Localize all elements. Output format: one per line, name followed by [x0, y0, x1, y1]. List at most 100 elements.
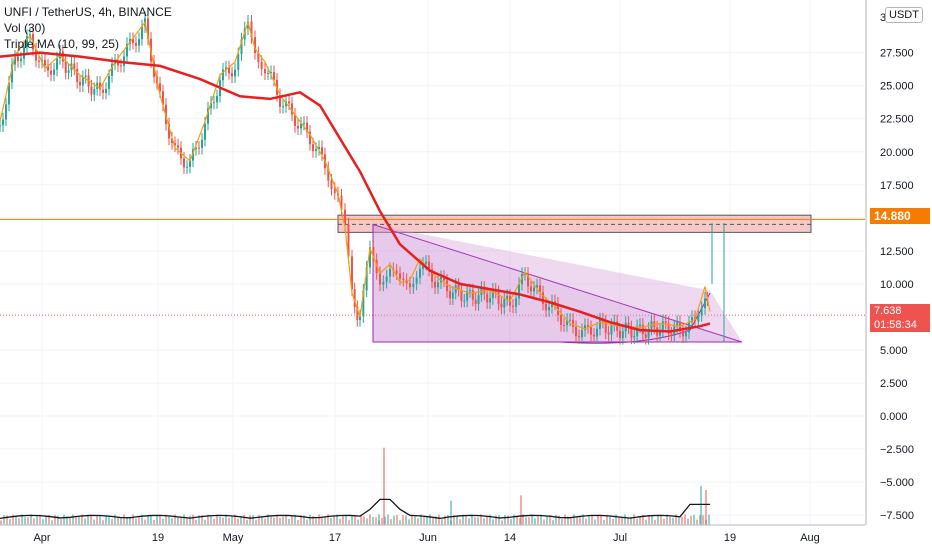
candle-body: [379, 273, 381, 285]
volume-indicator-label[interactable]: Vol (30): [4, 21, 46, 35]
volume-bar: [567, 516, 569, 525]
y-tick-label: 17.500: [880, 180, 914, 192]
candle-body: [563, 324, 565, 326]
candle-body: [545, 303, 547, 311]
volume-bar: [123, 514, 125, 525]
volume-bar: [132, 514, 134, 525]
volume-bar: [162, 518, 164, 525]
volume-bar: [195, 519, 197, 525]
volume-bar: [570, 517, 572, 525]
volume-bar: [183, 514, 185, 525]
candle-body: [569, 319, 571, 321]
volume-bar: [432, 518, 434, 525]
triple-ma-indicator-label[interactable]: Triple MA (10, 99, 25): [4, 37, 119, 51]
candle-body: [228, 67, 230, 74]
candle-body: [474, 299, 477, 305]
candle-body: [177, 145, 179, 148]
candle-body: [457, 284, 460, 290]
candle-body: [382, 281, 385, 285]
volume-spike: [520, 495, 522, 525]
volume-bar: [438, 514, 440, 525]
candle-body: [291, 103, 293, 115]
volume-bar: [435, 516, 437, 525]
volume-bar: [639, 516, 641, 525]
volume-bar: [633, 514, 635, 525]
volume-bar: [273, 517, 275, 525]
candle-body: [604, 321, 607, 333]
candle-body: [213, 102, 215, 104]
candle-body: [347, 224, 350, 257]
volume-bar: [606, 514, 608, 525]
volume-bar: [453, 514, 455, 525]
volume-bar: [555, 514, 557, 525]
volume-bar: [30, 514, 32, 525]
volume-bar: [258, 514, 260, 525]
volume-bar: [363, 516, 365, 525]
candle-body: [67, 70, 70, 73]
volume-bar: [414, 516, 416, 525]
candle-body: [599, 319, 601, 329]
candle-body: [584, 324, 586, 331]
volume-bar: [486, 516, 488, 525]
candle-body: [81, 77, 84, 86]
candle-body: [451, 292, 454, 299]
candle-body: [189, 160, 191, 167]
candle-body: [500, 303, 503, 308]
volume-bar: [165, 514, 167, 525]
candle-body: [542, 292, 544, 304]
candle-body: [153, 61, 155, 77]
volume-bar: [285, 514, 287, 525]
volume-bar: [135, 518, 137, 525]
candle-body: [548, 306, 550, 311]
resistance-zone: [337, 214, 812, 233]
candle-body: [533, 287, 535, 292]
volume-bar: [297, 519, 299, 525]
volume-bar: [681, 516, 683, 525]
candle-body: [527, 273, 529, 287]
volume-bar: [351, 515, 353, 525]
volume-spike: [700, 486, 702, 525]
candle-body: [8, 82, 10, 105]
candle-body: [661, 321, 664, 331]
candle-body: [225, 67, 227, 70]
candle-body: [318, 147, 320, 150]
volume-bar: [474, 517, 476, 525]
candle-body: [596, 328, 598, 337]
volume-bar: [480, 514, 482, 525]
volume-bar: [117, 516, 119, 525]
candle-body: [359, 316, 361, 321]
currency-badge[interactable]: USDT: [885, 7, 923, 23]
candle-body: [73, 63, 76, 69]
volume-bar: [57, 515, 59, 525]
volume-bar: [549, 515, 551, 525]
candle-body: [644, 334, 647, 338]
candle-body: [126, 43, 128, 57]
candle-body: [667, 322, 670, 334]
volume-bar: [531, 514, 533, 525]
candle-body: [250, 21, 253, 38]
volume-bar: [468, 518, 470, 525]
candle-body: [590, 327, 592, 335]
volume-bar: [294, 514, 296, 525]
candle-body: [437, 282, 439, 288]
candle-body: [315, 149, 317, 152]
candle-body: [195, 147, 197, 150]
volume-bar: [513, 514, 515, 525]
volume-bar: [693, 514, 695, 525]
candle-body: [443, 276, 445, 281]
symbol-label[interactable]: UNFI / TetherUS, 4h, BINANCE: [4, 5, 172, 19]
level-price-badge: 14.880: [870, 208, 930, 224]
candle-body: [210, 102, 212, 109]
candle-body: [183, 158, 185, 168]
volume-bar: [168, 516, 170, 525]
volume-bar: [60, 519, 62, 525]
volume-bar: [0, 520, 2, 525]
volume-bar: [369, 514, 371, 525]
candle-body: [446, 280, 448, 292]
candle-body: [254, 37, 256, 53]
volume-bar: [225, 514, 227, 525]
volume-bar: [45, 515, 47, 525]
candle-body: [486, 293, 489, 303]
y-tick-label: 12.500: [880, 246, 914, 258]
